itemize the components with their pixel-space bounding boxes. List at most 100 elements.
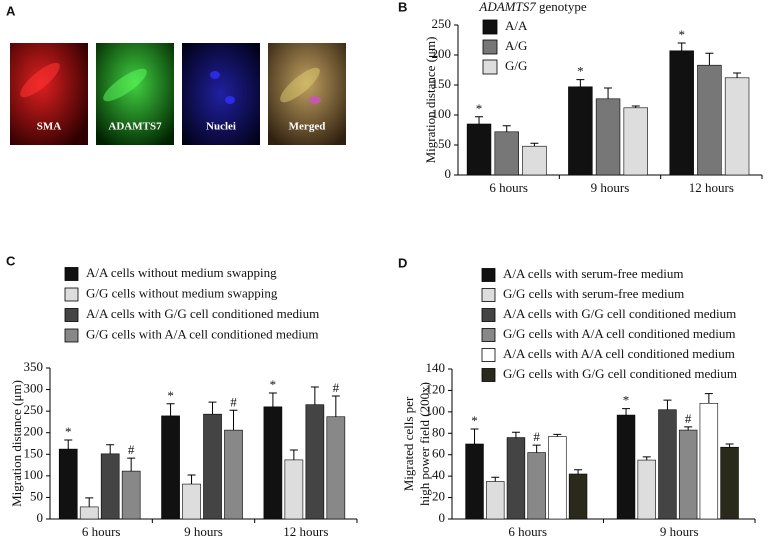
- legend-title: ADAMTS7 genotype: [478, 0, 586, 14]
- x-tick-label: 12 hours: [689, 180, 734, 195]
- x-tick-label: 9 hours: [660, 524, 699, 538]
- error-bar: [229, 409, 238, 431]
- error-bar: [530, 142, 539, 147]
- bar: [486, 481, 505, 520]
- bar: [658, 409, 677, 520]
- legend-swatch: [482, 39, 498, 55]
- bar: [203, 413, 222, 520]
- y-axis-label: high power field (200x): [417, 382, 432, 506]
- bar: [263, 406, 283, 520]
- image-caption: ADAMTS7: [108, 121, 162, 133]
- panel-label: A: [6, 3, 16, 18]
- y-tick-label: 100: [24, 467, 44, 482]
- legend-label: G/G cells with G/G cell conditioned medi…: [503, 366, 737, 381]
- error-bar: [532, 444, 541, 453]
- error-bar: [331, 395, 340, 417]
- bar: [224, 429, 243, 520]
- significance-marker: #: [230, 394, 237, 409]
- bar: [121, 470, 141, 520]
- legend-label: A/A cells with serum-free medium: [503, 266, 684, 281]
- bar: [548, 436, 567, 520]
- image-caption: SMA: [37, 121, 62, 133]
- legend-title-suffix: genotype: [539, 0, 587, 14]
- panel-label: B: [398, 0, 407, 14]
- legend-swatch: [481, 368, 496, 382]
- error-bar: [725, 443, 734, 448]
- legend-swatch: [482, 59, 498, 75]
- bar: [616, 414, 636, 520]
- error-bar: [705, 52, 714, 66]
- legend-swatch: [482, 19, 498, 35]
- significance-marker: *: [270, 377, 277, 392]
- legend-label: G/G cells with A/A cell conditioned medi…: [86, 326, 319, 341]
- significance-marker: #: [333, 380, 340, 395]
- significance-marker: *: [476, 101, 483, 116]
- y-tick-label: 150: [432, 76, 452, 91]
- bar: [100, 453, 120, 520]
- error-bar: [684, 426, 693, 431]
- error-bar: [208, 401, 217, 415]
- error-bar: [491, 476, 500, 482]
- error-bar: [502, 125, 511, 132]
- x-tick-label: 12 hours: [283, 524, 328, 538]
- error-bar: [733, 72, 742, 78]
- significance-marker: *: [577, 64, 584, 79]
- y-tick-label: 0: [37, 510, 44, 525]
- bar: [522, 145, 547, 176]
- significance-marker: *: [167, 388, 174, 403]
- bar: [506, 437, 526, 520]
- legend-swatch: [481, 308, 496, 322]
- legend-swatch: [64, 287, 79, 302]
- bar: [699, 402, 719, 520]
- bar: [720, 446, 739, 520]
- panel-label: D: [398, 255, 407, 270]
- error-bar: [470, 428, 479, 444]
- y-tick-label: 0: [445, 166, 452, 181]
- y-tick-label: 0: [439, 510, 446, 525]
- image-caption: Nuclei: [206, 121, 236, 133]
- y-tick-label: 140: [426, 360, 446, 375]
- legend-title-gene: ADAMTS7: [478, 0, 536, 14]
- error-bar: [677, 42, 686, 51]
- legend-label: A/A cells with G/G cell conditioned medi…: [86, 306, 319, 321]
- y-axis-label: Migration distance (μm): [423, 37, 438, 164]
- legend-label: A/G: [505, 38, 527, 53]
- y-tick-label: 250: [24, 402, 44, 417]
- y-tick-label: 350: [24, 359, 44, 374]
- legend-label: G/G: [505, 58, 527, 73]
- legend-swatch: [481, 348, 496, 362]
- error-bar: [475, 116, 484, 124]
- bar: [724, 77, 750, 176]
- error-bar: [576, 79, 585, 87]
- image-caption: Merged: [289, 121, 326, 133]
- significance-marker: *: [65, 424, 72, 439]
- y-tick-label: 50: [30, 488, 43, 503]
- bar: [161, 415, 180, 520]
- x-tick-label: 9 hours: [184, 524, 223, 538]
- bar: [465, 443, 484, 520]
- error-bar: [604, 87, 613, 99]
- bar: [182, 483, 201, 520]
- panel-label: C: [6, 253, 16, 268]
- error-bar: [85, 497, 94, 507]
- error-bar: [631, 105, 640, 108]
- bar: [326, 416, 346, 520]
- bar: [284, 459, 304, 520]
- legend-label: G/G cells with serum-free medium: [503, 286, 684, 301]
- error-bar: [166, 403, 175, 416]
- y-tick-label: 300: [24, 381, 44, 396]
- legend-swatch: [481, 328, 496, 342]
- microscopy-images: [10, 43, 346, 145]
- y-tick-label: 150: [24, 445, 44, 460]
- error-bar: [574, 469, 583, 474]
- y-tick-label: 200: [432, 46, 452, 61]
- significance-marker: *: [678, 27, 685, 42]
- error-bar: [663, 399, 672, 410]
- error-bar: [622, 408, 631, 416]
- y-tick-label: 40: [432, 467, 445, 482]
- legend-label: G/G cells with A/A cell conditioned medi…: [503, 326, 736, 341]
- image-merged: [268, 43, 346, 145]
- legend-label: A/A cells with G/G cell conditioned medi…: [503, 306, 736, 321]
- legend-swatch: [64, 328, 79, 343]
